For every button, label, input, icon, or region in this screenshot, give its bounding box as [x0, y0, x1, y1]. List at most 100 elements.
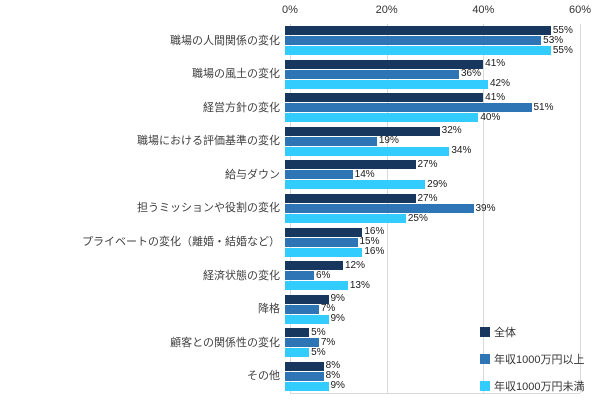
- bar-全体: [285, 26, 551, 36]
- category-label: プライベートの変化（離婚・結婚など）: [82, 236, 280, 248]
- legend-item: 全体: [480, 324, 584, 340]
- bar-年収1000万円未満: [285, 247, 363, 257]
- bar-line: 9%: [285, 314, 575, 324]
- x-axis: 0% 20% 40% 60%: [282, 4, 591, 20]
- bar-line: 34%: [285, 145, 575, 157]
- legend-item: 年収1000万円以上: [480, 351, 584, 367]
- bar-line: 40%: [285, 111, 575, 123]
- chart-row: 担うミッションや役割の変化 27% 39% 25%: [0, 192, 608, 226]
- chart-row: 降格 9% 7% 9%: [0, 292, 608, 326]
- bar-全体: [285, 126, 440, 136]
- category-label: 顧客との関係性の変化: [170, 336, 280, 349]
- bar-全体: [285, 294, 329, 304]
- bar-line: 39%: [285, 202, 575, 214]
- bar-line: 16%: [285, 226, 575, 238]
- bar-value-label: 7%: [320, 336, 336, 348]
- category-label: その他: [247, 370, 280, 383]
- legend-label: 全体: [494, 327, 516, 339]
- bar-line: 55%: [285, 25, 575, 36]
- bar-value-label: 16%: [364, 226, 385, 238]
- bar-年収1000万円以上: [285, 271, 314, 281]
- gridline: [483, 24, 485, 393]
- bar-value-label: 9%: [330, 380, 345, 392]
- category-label: 職場の風土の変化: [192, 68, 280, 81]
- bar-group: 9% 7% 9%: [285, 293, 575, 324]
- bar-line: 7%: [285, 303, 575, 315]
- x-axis-tick: 0%: [282, 4, 298, 16]
- bar-value-label: 40%: [480, 111, 501, 123]
- bar-全体: [285, 59, 484, 69]
- x-axis-tick: 60%: [568, 4, 592, 16]
- bar-group: 5% 7% 5%: [285, 326, 575, 358]
- bar-group: 55% 53% 55%: [285, 25, 575, 56]
- chart-row: 職場における評価基準の変化 32% 19% 34%: [0, 125, 608, 159]
- bar-年収1000万円以上: [285, 304, 319, 314]
- bar-group: 32% 19% 34%: [285, 125, 575, 157]
- bar-line: 12%: [285, 259, 575, 271]
- bar-value-label: 39%: [475, 202, 496, 214]
- chart-row: 職場の人間関係の変化 55% 53% 55%: [0, 24, 608, 58]
- legend-swatch-icon: [480, 381, 490, 391]
- bar-group: 27% 14% 29%: [285, 158, 575, 190]
- bar-年収1000万円未満: [285, 214, 406, 223]
- bar-value-label: 5%: [311, 326, 326, 338]
- bar-年収1000万円未満: [285, 113, 479, 123]
- bar-年収1000万円以上: [285, 36, 542, 46]
- bar-年収1000万円未満: [285, 381, 329, 391]
- bar-value-label: 9%: [330, 293, 345, 305]
- bar-value-label: 42%: [490, 78, 511, 90]
- gridline: [580, 24, 581, 393]
- bar-line: 25%: [285, 213, 575, 223]
- bar-全体: [285, 328, 310, 338]
- bar-line: 51%: [285, 102, 575, 113]
- bar-全体: [285, 93, 484, 103]
- chart-row: 経済状態の変化 12% 6% 13%: [0, 259, 608, 293]
- bar-value-label: 32%: [441, 125, 462, 137]
- bar-group: 27% 39% 25%: [285, 192, 575, 223]
- bar-group: 12% 6% 13%: [285, 259, 575, 291]
- legend-label: 年収1000万円未満: [494, 381, 585, 393]
- bar-value-label: 6%: [316, 269, 331, 281]
- bar-年収1000万円以上: [285, 204, 474, 213]
- category-label: 経済状態の変化: [203, 269, 280, 282]
- bar-全体: [285, 227, 363, 237]
- bar-value-label: 41%: [485, 91, 506, 103]
- bar-group: 41% 36% 42%: [285, 58, 575, 90]
- chart-row: プライベートの変化（離婚・結婚など） 16% 15% 16%: [0, 225, 608, 259]
- chart-row: その他 8% 8% 9%: [0, 359, 608, 393]
- category-label: 担うミッションや役割の変化: [137, 202, 280, 215]
- bar-value-label: 34%: [451, 145, 472, 157]
- bar-全体: [285, 160, 416, 170]
- bar-value-label: 27%: [417, 192, 438, 204]
- bar-value-label: 15%: [359, 236, 380, 248]
- bar-line: 16%: [285, 246, 575, 258]
- bar-年収1000万円未満: [285, 180, 426, 190]
- category-label: 給与ダウン: [225, 168, 280, 181]
- bar-年収1000万円未満: [285, 79, 488, 89]
- bar-value-label: 53%: [543, 34, 564, 46]
- bar-value-label: 19%: [378, 135, 399, 147]
- bar-line: 8%: [285, 361, 575, 371]
- bar-value-label: 7%: [320, 303, 336, 315]
- x-axis-tick: 40%: [472, 4, 495, 16]
- bar-group: 16% 15% 16%: [285, 226, 575, 258]
- bar-value-label: 27%: [417, 158, 438, 170]
- bar-value-label: 41%: [485, 58, 506, 70]
- category-label: 降格: [258, 303, 280, 316]
- bar-group: 41% 51% 40%: [285, 91, 575, 123]
- bar-line: 27%: [285, 192, 575, 204]
- bar-line: 29%: [285, 179, 575, 190]
- bar-value-label: 16%: [364, 246, 385, 258]
- bar-line: 6%: [285, 269, 575, 281]
- bar-value-label: 12%: [345, 259, 366, 271]
- chart-row: 顧客との関係性の変化 5% 7% 5%: [0, 326, 608, 360]
- bar-年収1000万円以上: [285, 69, 459, 79]
- bar-value-label: 5%: [311, 346, 326, 358]
- bar-年収1000万円以上: [285, 237, 358, 247]
- chart-row: 経営方針の変化 41% 51% 40%: [0, 91, 608, 125]
- bar-value-label: 8%: [325, 370, 341, 382]
- bar-年収1000万円未満: [285, 146, 450, 156]
- bar-line: 8%: [285, 370, 575, 382]
- x-axis-tick: 20%: [375, 4, 398, 16]
